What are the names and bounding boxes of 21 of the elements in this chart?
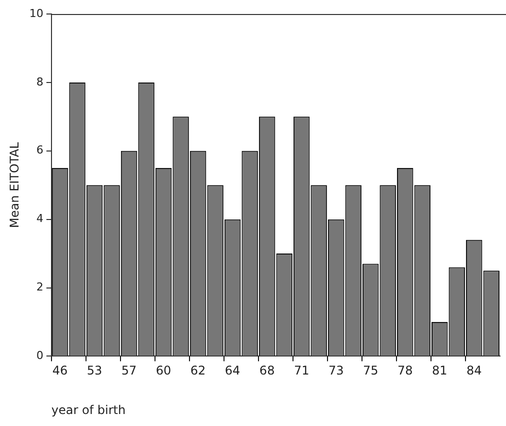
x-tick-label: 68 xyxy=(259,364,275,378)
y-tick-label: 2 xyxy=(36,280,44,294)
y-tick-label: 0 xyxy=(36,349,44,362)
x-tick-label: 71 xyxy=(294,364,310,378)
x-tick-label: 64 xyxy=(224,364,240,378)
y-tick-label: 8 xyxy=(36,75,44,88)
x-tick-label: 53 xyxy=(86,364,102,378)
y-tick-label: 4 xyxy=(36,212,44,226)
y-tick-label: 6 xyxy=(36,144,44,157)
x-tick-label: 78 xyxy=(397,364,413,378)
x-tick-label: 57 xyxy=(121,364,137,378)
x-tick-label: 60 xyxy=(156,364,172,378)
y-axis-title: Mean EITOTAL xyxy=(7,142,22,228)
x-tick-label: 73 xyxy=(328,364,344,378)
x-tick-label: 46 xyxy=(52,364,68,378)
x-tick-label: 81 xyxy=(432,364,448,378)
x-axis-title: year of birth xyxy=(51,402,126,417)
x-tick-label: 62 xyxy=(190,364,206,378)
x-tick-label: 75 xyxy=(362,364,378,378)
y-tick-label: 10 xyxy=(29,6,44,20)
x-tick-label: 84 xyxy=(466,364,482,378)
